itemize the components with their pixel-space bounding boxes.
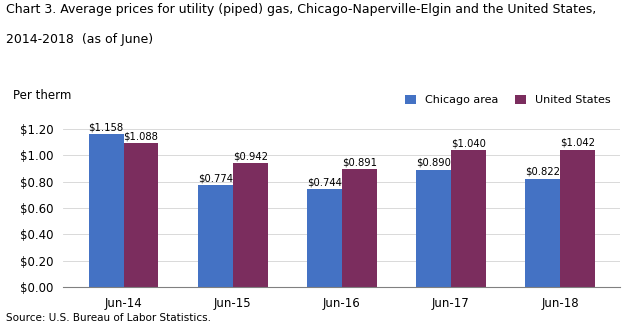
Bar xyxy=(416,170,451,287)
Bar xyxy=(307,189,342,287)
Bar xyxy=(342,170,377,287)
Text: $1.040: $1.040 xyxy=(451,138,486,148)
Text: $1.042: $1.042 xyxy=(560,138,595,148)
Text: $1.158: $1.158 xyxy=(89,122,123,133)
Text: Chart 3. Average prices for utility (piped) gas, Chicago-Naperville-Elgin and th: Chart 3. Average prices for utility (pip… xyxy=(6,3,596,16)
Bar xyxy=(451,150,486,287)
Text: $0.891: $0.891 xyxy=(342,158,377,168)
Text: $0.822: $0.822 xyxy=(525,167,560,177)
Text: $1.088: $1.088 xyxy=(123,132,158,142)
Text: Per therm: Per therm xyxy=(13,89,72,102)
Bar xyxy=(233,163,268,287)
Text: $0.942: $0.942 xyxy=(233,151,268,161)
Text: Source: U.S. Bureau of Labor Statistics.: Source: U.S. Bureau of Labor Statistics. xyxy=(6,314,211,323)
Legend: Chicago area, United States: Chicago area, United States xyxy=(400,90,615,110)
Text: 2014-2018  (as of June): 2014-2018 (as of June) xyxy=(6,33,153,46)
Bar xyxy=(525,179,560,287)
Text: $0.744: $0.744 xyxy=(307,177,342,187)
Bar xyxy=(89,134,123,287)
Bar xyxy=(123,144,158,287)
Bar xyxy=(197,185,233,287)
Text: $0.774: $0.774 xyxy=(197,173,233,183)
Text: $0.890: $0.890 xyxy=(416,158,451,168)
Bar xyxy=(560,149,595,287)
